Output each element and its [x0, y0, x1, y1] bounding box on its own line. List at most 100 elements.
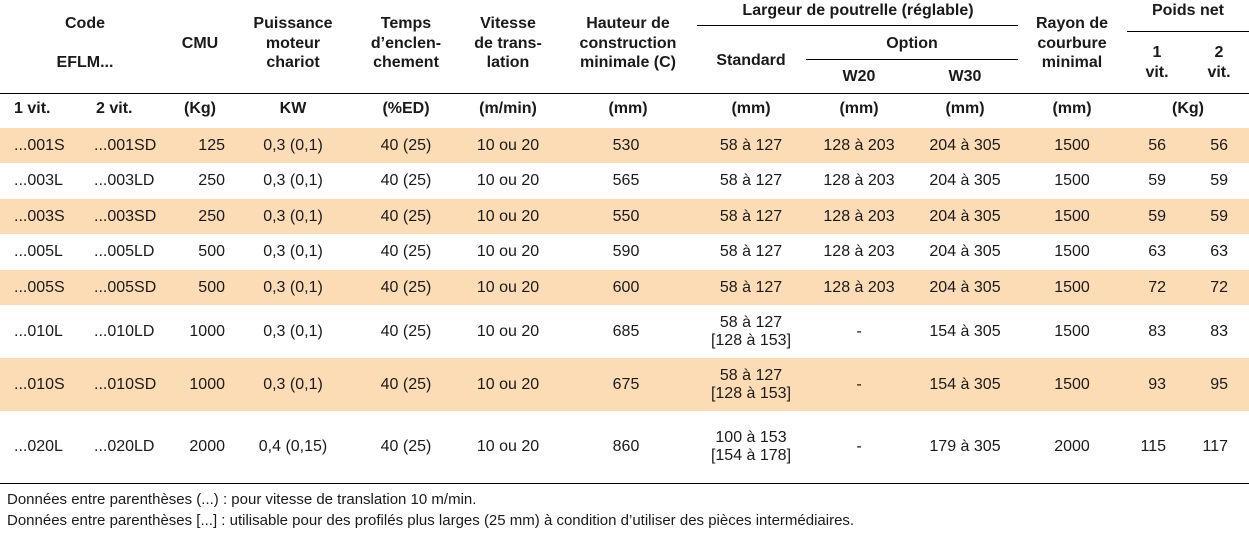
header-w20: W20 — [842, 68, 876, 85]
unit-w30: (mm) — [945, 100, 985, 117]
header-poids-2vit: 2 vit. — [1194, 43, 1244, 82]
cell-standard-extended-range: [128 à 153] — [710, 384, 792, 402]
cell-standard: 58 à 127 — [698, 199, 804, 234]
cell-temps: 40 (25) — [380, 207, 432, 225]
cell-code-1vit: ...010L — [14, 322, 63, 340]
cell-standard-range: 58 à 127 — [719, 278, 783, 296]
header-rayon: Rayon de courbure minimal — [1022, 14, 1122, 73]
cell-puissance: 0,3 (0,1) — [263, 207, 323, 225]
header-option: Option — [886, 35, 938, 52]
header-hauteur-l1: Hauteur de — [586, 15, 670, 32]
cell-standard: 58 à 127 [128 à 153] — [698, 358, 804, 411]
table-row: ...020L ...020LD 2000 0,4 (0,15) 40 (25) 10 o… — [0, 411, 1249, 483]
cell-vitesse: 10 ou 20 — [476, 172, 540, 189]
cell-temps: 40 (25) — [380, 136, 432, 154]
cell-standard: 58 à 127 [128 à 153] — [698, 305, 804, 358]
unit-code2: 2 vit. — [96, 100, 133, 117]
unit-puissance: KW — [279, 100, 307, 117]
cell-code-2vit: ...020LD — [94, 438, 155, 455]
cell-poids-2vit: 83 — [1210, 322, 1228, 340]
cell-puissance: 0,3 (0,1) — [263, 278, 323, 296]
header-puissance-l3: chariot — [266, 54, 320, 71]
cell-code-1vit: ...003L — [14, 172, 63, 189]
cell-code-2vit: ...005LD — [94, 243, 155, 260]
table-bottom-rule — [0, 483, 1249, 484]
cell-poids-1vit: 63 — [1148, 243, 1166, 260]
cell-code-2vit: ...001SD — [94, 136, 157, 154]
cell-poids-2vit: 59 — [1210, 207, 1228, 225]
cell-temps: 40 (25) — [380, 375, 432, 393]
cell-vitesse: 10 ou 20 — [476, 278, 540, 296]
footnote-parentheses: Données entre parenthèses (...) : pour v… — [7, 491, 477, 508]
unit-poids: (Kg) — [1172, 100, 1204, 117]
cell-standard-range: 100 à 153 — [715, 429, 787, 446]
cell-rayon: 1500 — [1054, 243, 1090, 260]
cell-rayon: 1500 — [1054, 136, 1090, 154]
header-option-rule — [806, 59, 1018, 60]
cell-standard-extended-range: [128 à 153] — [710, 331, 792, 349]
header-hauteur-l3: minimale (C) — [579, 54, 676, 71]
unit-rayon: (mm) — [1052, 100, 1092, 117]
cell-rayon: 1500 — [1054, 172, 1090, 189]
header-poids-1vit: 1 vit. — [1132, 43, 1182, 82]
cell-code-1vit: ...005L — [14, 243, 63, 260]
cell-vitesse: 10 ou 20 — [476, 438, 540, 455]
cell-w20: 128 à 203 — [823, 136, 895, 154]
cell-poids-2vit: 63 — [1210, 243, 1228, 260]
cell-standard: 58 à 127 — [698, 234, 804, 270]
header-puissance-l1: Puissance — [253, 15, 333, 32]
cell-w20: - — [856, 322, 862, 340]
cell-hauteur: 565 — [612, 172, 640, 189]
cell-w20: 128 à 203 — [823, 207, 895, 225]
header-rayon-l2: courbure — [1037, 34, 1107, 52]
header-poids-2vit-l1: 2 — [1214, 44, 1224, 61]
cell-cmu: 1000 — [189, 322, 225, 340]
cell-hauteur: 530 — [612, 136, 640, 154]
cell-code-2vit: ...005SD — [94, 278, 157, 296]
cell-vitesse: 10 ou 20 — [476, 243, 540, 260]
cell-vitesse: 10 ou 20 — [476, 136, 540, 154]
cell-puissance: 0,3 (0,1) — [263, 322, 323, 340]
cell-code-1vit: ...003S — [14, 207, 65, 225]
cell-w20: 128 à 203 — [823, 278, 895, 296]
cell-poids-2vit: 72 — [1210, 278, 1228, 296]
cell-poids-2vit: 59 — [1210, 172, 1228, 189]
cell-poids-2vit: 117 — [1202, 438, 1228, 455]
cell-w20: 128 à 203 — [823, 243, 895, 260]
unit-code1: 1 vit. — [14, 100, 51, 117]
cell-code-1vit: ...005S — [14, 278, 65, 296]
cell-code-1vit: ...020L — [14, 438, 63, 455]
cell-w30: 154 à 305 — [929, 375, 1001, 393]
cell-code-1vit: ...001S — [14, 136, 65, 154]
header-vitesse-l3: lation — [486, 54, 530, 71]
header-temps-l3: chement — [373, 54, 439, 71]
cell-w30: 204 à 305 — [929, 207, 1001, 225]
cell-standard: 58 à 127 — [698, 163, 804, 199]
table-row: ...003S ...003SD 250 0,3 (0,1) 40 (25) 10 ou … — [0, 199, 1249, 234]
cell-w30: 204 à 305 — [929, 278, 1001, 296]
cell-standard-range: 58 à 127 — [719, 366, 783, 384]
table-row: ...005S ...005SD 500 0,3 (0,1) 40 (25) 10 ou … — [0, 270, 1249, 305]
cell-w20: - — [856, 438, 862, 455]
cell-temps: 40 (25) — [380, 243, 432, 260]
header-poids-2vit-l2: vit. — [1207, 63, 1231, 81]
header-temps-l2: d’enclen- — [370, 34, 442, 52]
cell-poids-1vit: 93 — [1148, 375, 1166, 393]
cell-cmu: 125 — [198, 136, 225, 154]
unit-cmu: (Kg) — [184, 100, 216, 117]
header-cmu: CMU — [181, 35, 219, 52]
cell-standard-range: 58 à 127 — [719, 172, 783, 189]
table-row: ...003L ...003LD 250 0,3 (0,1) 40 (25) 10 ou … — [0, 163, 1249, 199]
footnote-brackets: Données entre parenthèses [...] : utilis… — [7, 512, 855, 529]
header-largeur: Largeur de poutrelle (réglable) — [742, 2, 974, 19]
header-hauteur-l2: construction — [579, 34, 677, 52]
header-puissance-l2: moteur — [265, 34, 321, 52]
unit-temps: (%ED) — [382, 100, 430, 117]
cell-cmu: 500 — [198, 243, 225, 260]
cell-hauteur: 600 — [612, 278, 640, 296]
header-vitesse: Vitesse de trans- lation — [458, 14, 558, 73]
cell-poids-1vit: 115 — [1140, 438, 1166, 455]
cell-puissance: 0,3 (0,1) — [263, 136, 323, 154]
cell-rayon: 1500 — [1054, 322, 1090, 340]
cell-w30: 204 à 305 — [929, 172, 1001, 189]
